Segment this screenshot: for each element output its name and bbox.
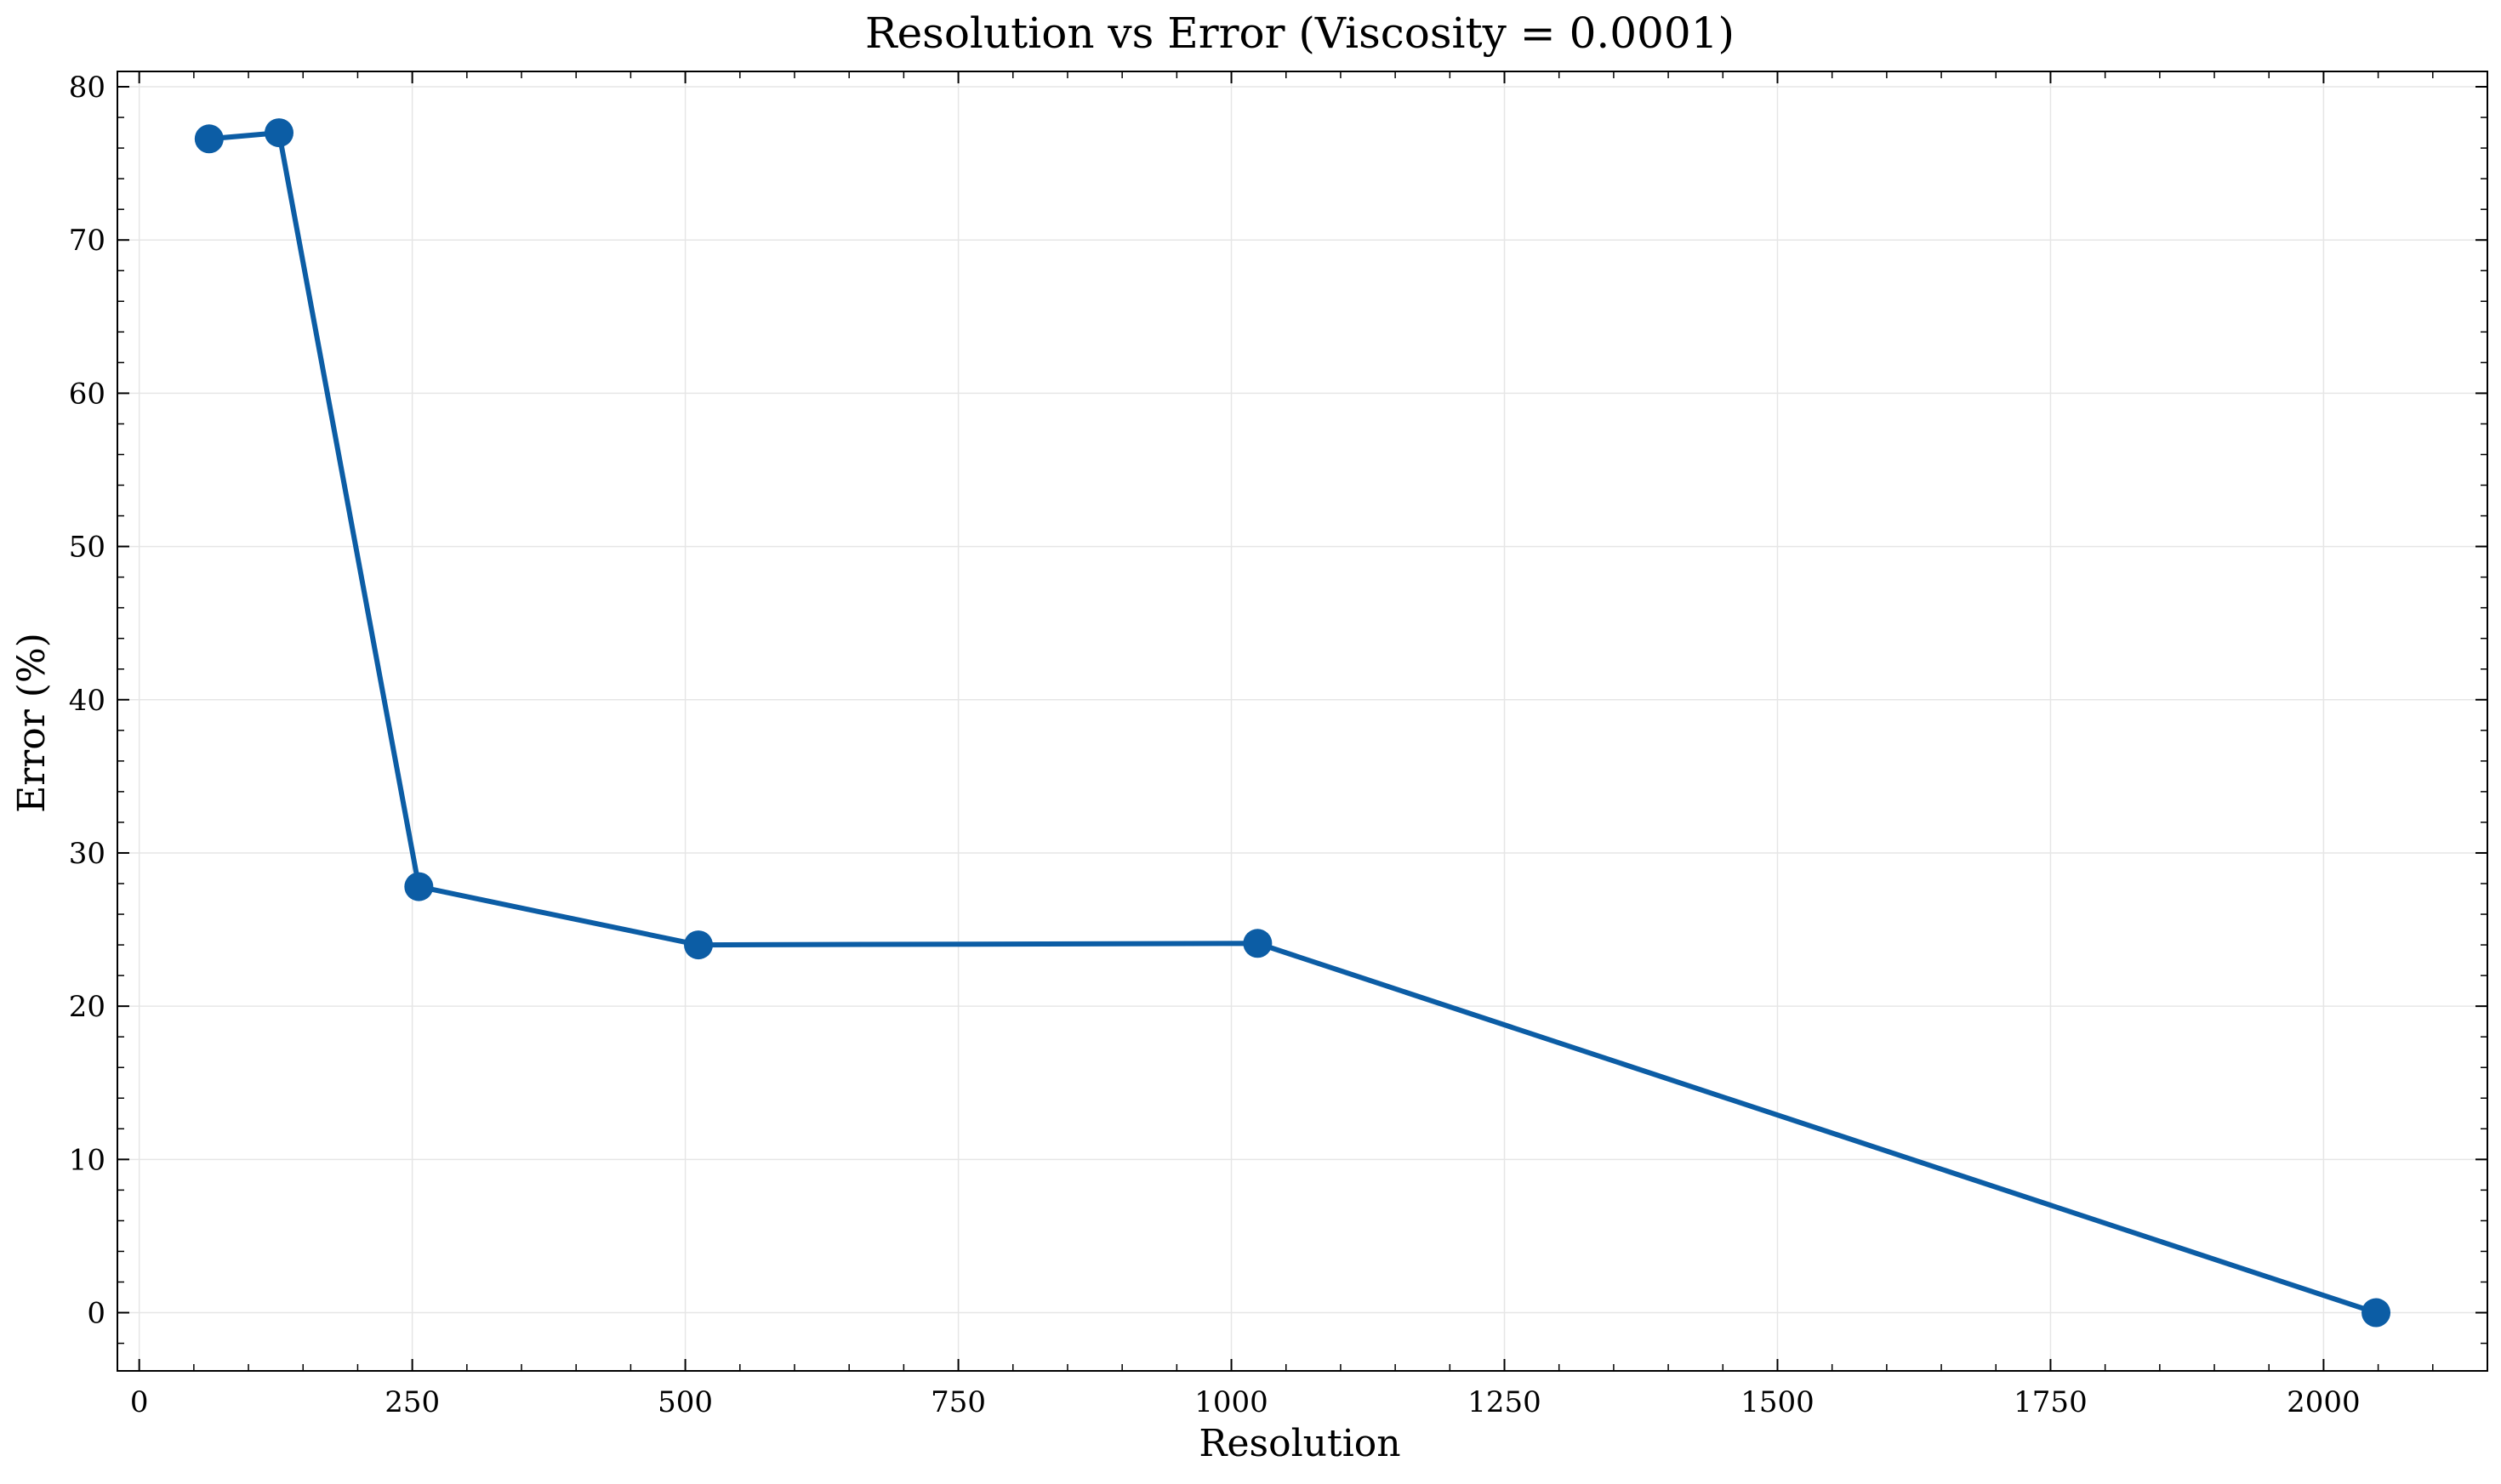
x-tick-label: 1500 — [1740, 1385, 1815, 1419]
y-tick-label: 20 — [69, 990, 105, 1024]
data-point — [265, 118, 294, 148]
y-tick-label: 30 — [69, 837, 105, 871]
x-axis-label: Resolution — [1199, 1422, 1400, 1465]
x-tick-label: 1750 — [2014, 1385, 2088, 1419]
data-point — [404, 872, 434, 901]
x-tick-label: 500 — [658, 1385, 713, 1419]
y-tick-label: 0 — [87, 1297, 105, 1331]
x-tick-label: 1250 — [1467, 1385, 1541, 1419]
y-tick-label: 50 — [69, 531, 105, 565]
chart-title: Resolution vs Error (Viscosity = 0.0001) — [865, 9, 1735, 58]
y-tick-label: 60 — [69, 377, 105, 411]
x-tick-label: 1000 — [1194, 1385, 1268, 1419]
x-tick-label: 2000 — [2287, 1385, 2361, 1419]
data-point — [1243, 929, 1273, 958]
y-tick-label: 70 — [69, 224, 105, 258]
grid — [117, 71, 2487, 1371]
y-axis-label: Error (%) — [10, 633, 54, 813]
y-tick-label: 10 — [69, 1143, 105, 1177]
x-tick-label: 0 — [130, 1385, 149, 1419]
y-tick-label: 40 — [69, 684, 105, 718]
series-layer — [194, 118, 2391, 1328]
x-tick-label: 250 — [385, 1385, 440, 1419]
x-tick-label: 750 — [931, 1385, 986, 1419]
y-tick-label: 80 — [69, 71, 105, 105]
data-point — [194, 124, 224, 154]
ticks: 0 250 500 750 1000 1250 1500 1750 2000 0 10 20 30 40 5… — [69, 71, 2487, 1419]
plot-frame — [117, 71, 2488, 1372]
data-point — [2361, 1298, 2391, 1328]
data-point — [684, 930, 714, 960]
